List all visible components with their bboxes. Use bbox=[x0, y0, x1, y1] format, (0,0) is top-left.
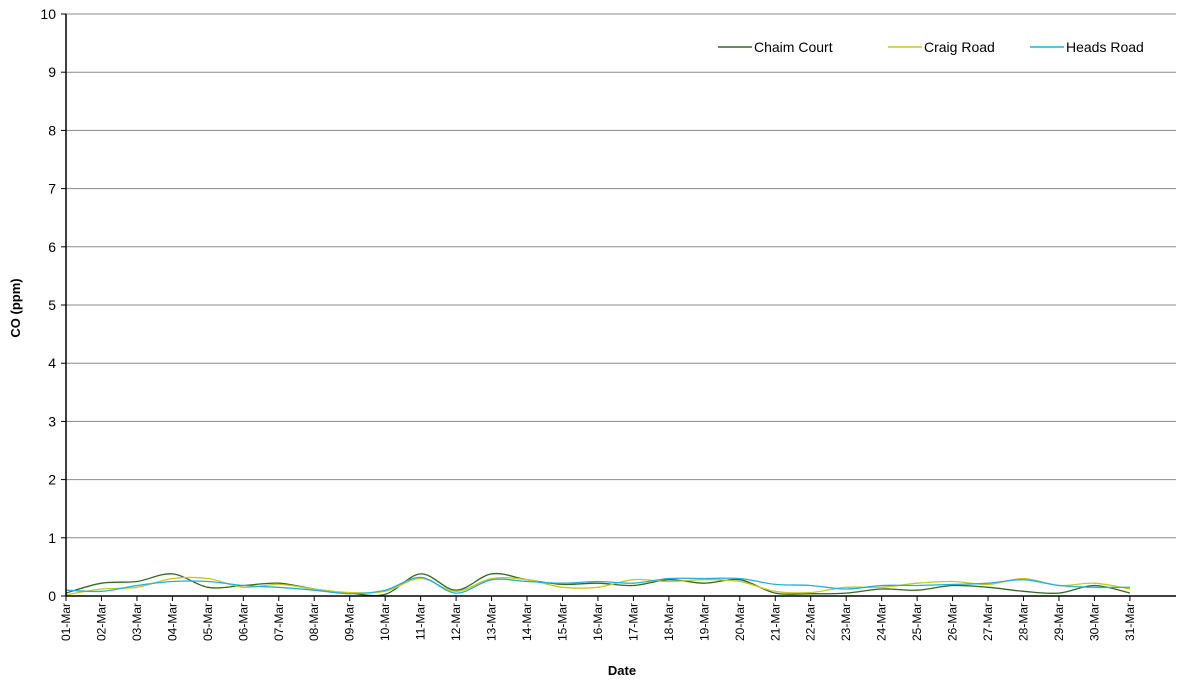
x-tick-label-27-Mar: 27-Mar bbox=[981, 603, 995, 641]
x-tick-label-22-Mar: 22-Mar bbox=[804, 603, 818, 641]
x-tick-label-09-Mar: 09-Mar bbox=[343, 603, 357, 641]
x-tick-label-10-Mar: 10-Mar bbox=[378, 603, 392, 641]
x-tick-label-23-Mar: 23-Mar bbox=[839, 603, 853, 641]
y-tick-label-9: 9 bbox=[48, 64, 56, 80]
x-tick-label-08-Mar: 08-Mar bbox=[307, 603, 321, 641]
x-tick-label-03-Mar: 03-Mar bbox=[130, 603, 144, 641]
x-tick-label-02-Mar: 02-Mar bbox=[94, 603, 108, 641]
x-tick-label-26-Mar: 26-Mar bbox=[946, 603, 960, 641]
y-tick-labels: 0 1 2 3 4 5 6 7 8 9 10 bbox=[40, 6, 56, 604]
legend-label-craig-road: Craig Road bbox=[924, 39, 995, 55]
x-tick-label-14-Mar: 14-Mar bbox=[520, 603, 534, 641]
x-tick-label-06-Mar: 06-Mar bbox=[236, 603, 250, 641]
legend-label-heads-road: Heads Road bbox=[1066, 39, 1144, 55]
y-tick-label-8: 8 bbox=[48, 122, 56, 138]
x-tick-label-05-Mar: 05-Mar bbox=[201, 603, 215, 641]
x-tick-label-12-Mar: 12-Mar bbox=[449, 603, 463, 641]
x-tick-label-31-Mar: 31-Mar bbox=[1123, 603, 1137, 641]
x-tick-label-20-Mar: 20-Mar bbox=[733, 603, 747, 641]
series-line-craig-road bbox=[65, 576, 1131, 596]
y-tick-label-0: 0 bbox=[48, 588, 56, 604]
x-tick-label-01-Mar: 01-Mar bbox=[59, 603, 73, 641]
y-tick-label-6: 6 bbox=[48, 239, 56, 255]
x-tick-labels: 01-Mar 02-Mar 03-Mar 04-Mar 05-Mar 06-Mar 07-M… bbox=[59, 603, 1137, 641]
x-tick-label-24-Mar: 24-Mar bbox=[875, 603, 889, 641]
y-tick-label-2: 2 bbox=[48, 472, 56, 488]
x-tick-label-21-Mar: 21-Mar bbox=[768, 603, 782, 641]
x-tick-label-13-Mar: 13-Mar bbox=[485, 603, 499, 641]
y-tick-label-7: 7 bbox=[48, 181, 56, 197]
x-axis-title: Date bbox=[608, 663, 636, 678]
series-line-heads-road bbox=[65, 576, 1130, 595]
x-tick-label-18-Mar: 18-Mar bbox=[662, 603, 676, 641]
series-lines bbox=[65, 572, 1131, 597]
x-tick-label-11-Mar: 11-Mar bbox=[414, 603, 428, 640]
x-tick-label-17-Mar: 17-Mar bbox=[626, 603, 640, 641]
y-tick-label-1: 1 bbox=[48, 530, 56, 546]
x-tick-label-25-Mar: 25-Mar bbox=[910, 603, 924, 641]
x-tick-label-15-Mar: 15-Mar bbox=[555, 603, 569, 641]
series-line-chaim-court bbox=[65, 572, 1131, 597]
axes bbox=[61, 13, 1176, 601]
x-tick-label-16-Mar: 16-Mar bbox=[591, 603, 605, 641]
gridlines bbox=[66, 13, 1176, 539]
y-axis-title: CO (ppm) bbox=[8, 278, 23, 337]
y-tick-label-3: 3 bbox=[48, 413, 56, 429]
x-tick-label-28-Mar: 28-Mar bbox=[1017, 603, 1031, 641]
x-tick-label-29-Mar: 29-Mar bbox=[1052, 603, 1066, 641]
x-tick-label-04-Mar: 04-Mar bbox=[165, 603, 179, 641]
legend: Chaim Court Craig Road Heads Road bbox=[718, 39, 1144, 55]
legend-label-chaim-court: Chaim Court bbox=[754, 39, 833, 55]
y-tick-label-4: 4 bbox=[48, 355, 56, 371]
y-tick-label-5: 5 bbox=[48, 297, 56, 313]
x-tick-label-30-Mar: 30-Mar bbox=[1087, 603, 1101, 641]
y-tick-label-10: 10 bbox=[40, 6, 56, 22]
x-tick-label-07-Mar: 07-Mar bbox=[272, 603, 286, 641]
x-tick-label-19-Mar: 19-Mar bbox=[697, 603, 711, 641]
